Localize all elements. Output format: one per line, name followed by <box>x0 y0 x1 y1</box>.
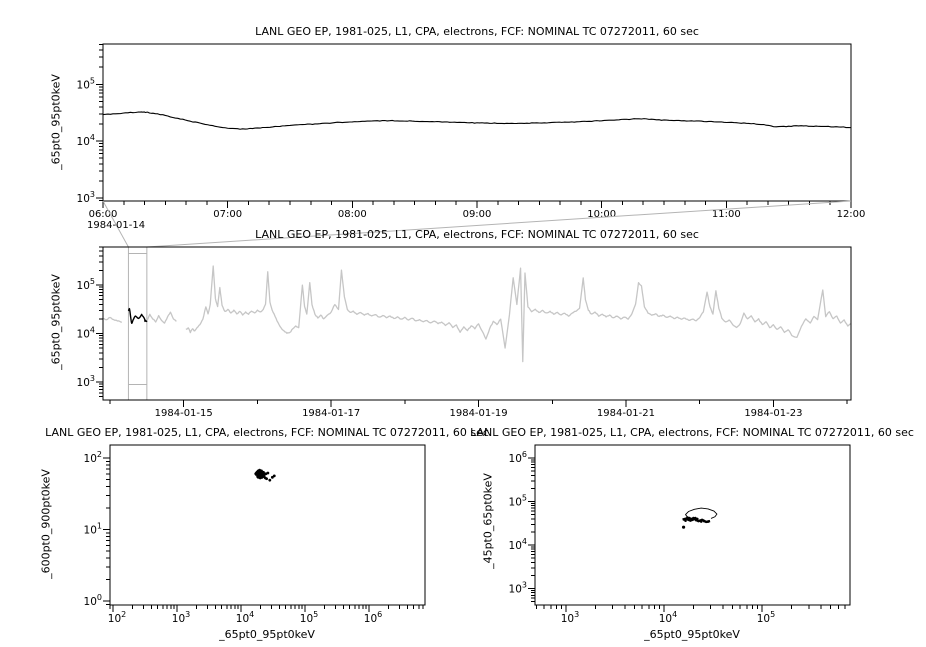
svg-text:09:00: 09:00 <box>463 209 492 220</box>
panel2-y-axis-label: _65pt0_95pt0keV <box>49 274 63 370</box>
svg-text:104: 104 <box>77 133 95 148</box>
panel3-y-axis-label: _600pt0_900pt0keV <box>39 469 53 579</box>
panel4-x-axis-label: _65pt0_95pt0keV <box>644 628 740 641</box>
panel1-y-axis-label: _65pt0_95pt0keV <box>49 74 63 170</box>
panel-context-timeseries[interactable]: 103 104 105 1984-01-15 1984-01-17 1984-01-19 1… <box>77 246 852 419</box>
panel4-title: LANL GEO EP, 1981-025, L1, CPA, electron… <box>470 426 914 439</box>
svg-text:1984-01-15: 1984-01-15 <box>155 408 213 419</box>
panel-scatter-600-900[interactable]: 100 101 102 102 103 104 105 106 <box>84 444 426 625</box>
svg-text:105: 105 <box>757 610 775 625</box>
svg-text:100: 100 <box>84 593 102 608</box>
panel1-title: LANL GEO EP, 1981-025, L1, CPA, electron… <box>255 25 699 38</box>
svg-text:105: 105 <box>509 494 527 509</box>
svg-text:104: 104 <box>659 610 677 625</box>
zoom-connector-lines <box>102 200 852 400</box>
svg-text:102: 102 <box>84 450 102 465</box>
svg-text:103: 103 <box>77 374 95 389</box>
svg-text:106: 106 <box>509 450 527 465</box>
svg-text:103: 103 <box>509 581 527 596</box>
svg-text:101: 101 <box>84 522 102 537</box>
svg-text:104: 104 <box>77 325 95 340</box>
panel3-title: LANL GEO EP, 1981-025, L1, CPA, electron… <box>45 426 489 439</box>
svg-text:1984-01-23: 1984-01-23 <box>744 408 802 419</box>
svg-text:103: 103 <box>172 610 190 625</box>
svg-text:1984-01-17: 1984-01-17 <box>302 408 360 419</box>
svg-text:105: 105 <box>300 610 318 625</box>
svg-text:06:00: 06:00 <box>89 209 118 220</box>
svg-text:105: 105 <box>77 277 95 292</box>
svg-text:106: 106 <box>364 610 382 625</box>
svg-text:08:00: 08:00 <box>338 209 367 220</box>
svg-text:12:00: 12:00 <box>837 209 866 220</box>
panel-scatter-45-65[interactable]: 103 104 105 106 103 104 105 <box>509 444 851 625</box>
panel1-date-label: 1984-01-14 <box>87 220 146 231</box>
svg-text:105: 105 <box>77 76 95 91</box>
svg-text:102: 102 <box>108 610 126 625</box>
panel-top-timeseries[interactable]: 103 104 105 06:00 07:00 08:00 09:00 10:00 11:00 1… <box>77 43 866 220</box>
svg-text:10:00: 10:00 <box>587 209 616 220</box>
svg-text:103: 103 <box>561 610 579 625</box>
svg-text:104: 104 <box>236 610 254 625</box>
panel3-x-axis-label: _65pt0_95pt0keV <box>219 628 315 641</box>
svg-text:1984-01-19: 1984-01-19 <box>449 408 507 419</box>
panel4-y-axis-label: _45pt0_65pt0keV <box>481 473 495 569</box>
svg-text:11:00: 11:00 <box>712 209 741 220</box>
svg-text:103: 103 <box>77 190 95 205</box>
svg-text:07:00: 07:00 <box>213 209 242 220</box>
svg-text:104: 104 <box>509 537 527 552</box>
panel2-title: LANL GEO EP, 1981-025, L1, CPA, electron… <box>255 228 699 241</box>
svg-text:1984-01-21: 1984-01-21 <box>597 408 655 419</box>
